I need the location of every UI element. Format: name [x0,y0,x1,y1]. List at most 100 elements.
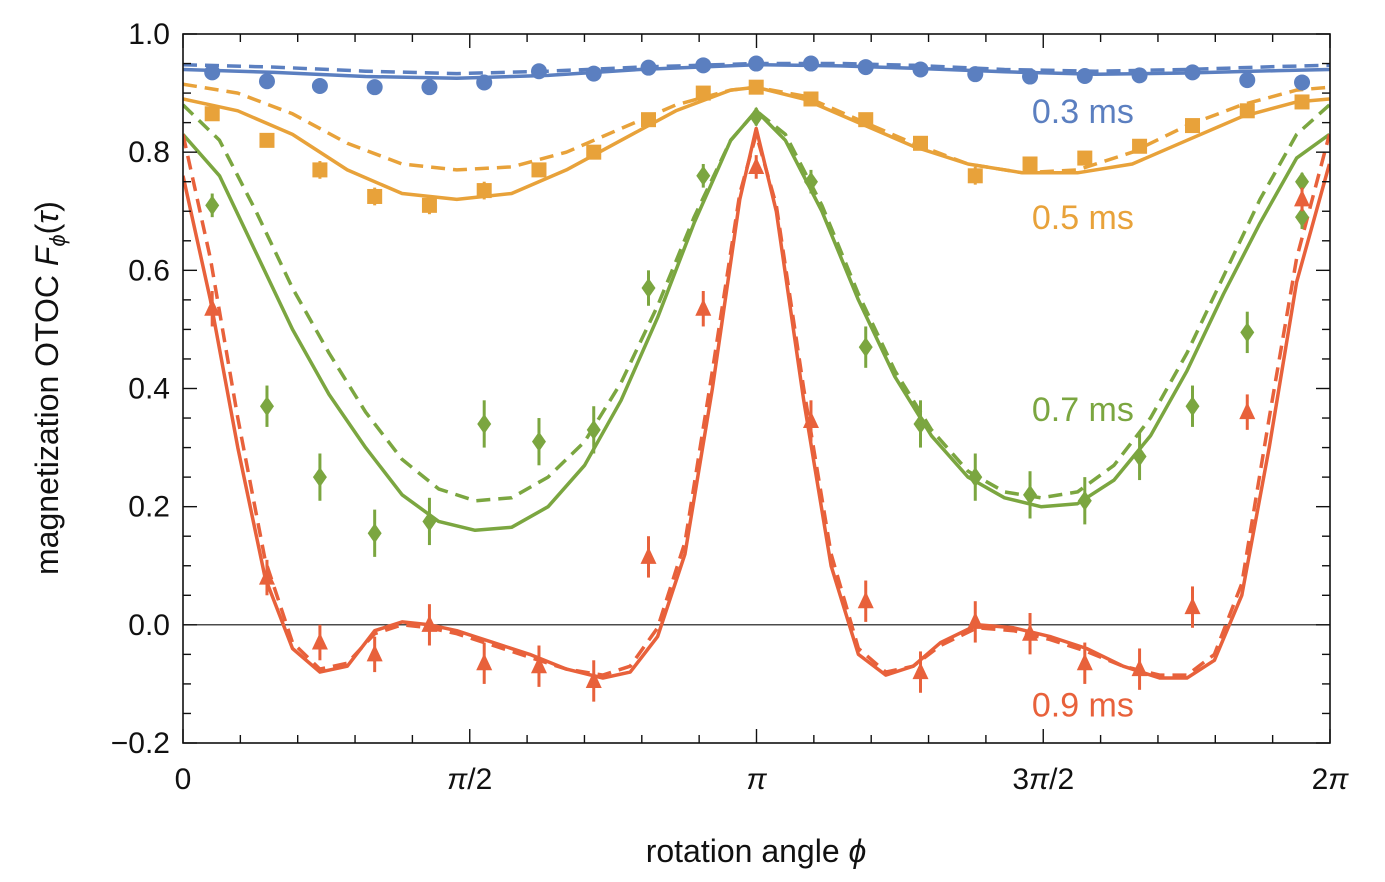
y-tick-label: 0.8 [128,136,170,169]
marker-triangle [366,644,383,662]
marker-circle [695,57,712,74]
fit-solid-0-3-ms [183,62,1330,81]
marker-diamond [531,431,546,452]
marker-square [204,106,220,122]
marker-circle [1239,72,1256,89]
series-label-0-3-ms: 0.3 ms [1032,93,1134,131]
series-points-0-5-ms [204,79,1310,215]
series-labels: 0.3 ms 0.5 ms 0.7 ms 0.9 ms [1032,93,1134,725]
marker-circle [967,66,984,83]
fit-dashed-0-9-ms [183,132,1330,677]
marker-square [858,112,874,128]
marker-diamond [1077,490,1092,511]
x-axis-title: rotation angle ϕ [646,833,867,869]
marker-diamond [968,467,983,488]
marker-circle [1184,64,1201,81]
marker-diamond [205,195,220,216]
axis-ticks [182,33,1331,744]
marker-triangle [1294,189,1311,207]
marker-diamond [1132,446,1147,467]
marker-circle [802,55,819,72]
marker-circle [366,79,383,96]
marker-diamond [477,413,492,434]
marker-square [803,91,819,107]
marker-triangle [476,653,493,671]
marker-circle [311,77,328,94]
marker-triangle [530,656,547,674]
marker-square [367,188,383,204]
y-tick-label: 0.6 [128,254,170,287]
marker-triangle [748,156,765,174]
marker-triangle [1184,597,1201,615]
marker-circle [585,65,602,82]
marker-square [641,112,657,128]
marker-triangle [1022,623,1039,641]
data-points [204,55,1311,702]
series-label-0-7-ms: 0.7 ms [1032,391,1134,429]
marker-circle [640,59,657,76]
marker-square [421,197,437,213]
marker-circle [258,73,275,90]
series-points-0-7-ms [205,106,1310,557]
y-tick-label: 0.2 [128,491,170,524]
marker-diamond [913,413,928,434]
marker-triangle [1076,653,1093,671]
marker-square [748,79,764,95]
y-tick-label: 0.4 [128,373,170,406]
marker-triangle [421,614,438,632]
marker-diamond [858,337,873,358]
marker-square [1185,118,1201,134]
marker-square [913,135,929,151]
marker-triangle [258,567,275,585]
marker-circle [476,74,493,91]
y-tick-label: 1.0 [128,18,170,51]
marker-diamond [1295,207,1310,228]
marker-triangle [311,632,328,650]
marker-square [1294,94,1310,110]
marker-diamond [1023,484,1038,505]
marker-square [1239,103,1255,119]
marker-circle [204,64,221,81]
x-tick-label: 3π/2 [1012,763,1074,796]
marker-square [1132,138,1148,154]
y-axis-title: magnetization OTOC Fϕ(τ) [29,201,70,575]
marker-square [312,162,328,178]
fit-solid-0-9-ms [183,126,1330,680]
marker-square [1022,156,1038,172]
marker-diamond [586,419,601,440]
marker-diamond [259,396,274,417]
marker-square [967,168,983,184]
marker-circle [530,63,547,80]
marker-triangle [967,611,984,629]
marker-diamond [1185,396,1200,417]
marker-diamond [312,467,327,488]
marker-diamond [641,278,656,299]
series-label-0-5-ms: 0.5 ms [1032,199,1134,237]
marker-diamond [422,511,437,532]
marker-diamond [803,171,818,192]
marker-triangle [912,662,929,680]
marker-triangle [204,298,221,316]
series-label-0-9-ms: 0.9 ms [1032,687,1134,725]
marker-square [476,183,492,199]
x-tick-label: 0 [175,763,192,796]
marker-diamond [749,106,764,127]
marker-circle [1076,67,1093,84]
marker-triangle [695,298,712,316]
marker-square [695,85,711,101]
marker-circle [421,79,438,96]
marker-square [1077,150,1093,166]
marker-circle [912,61,929,78]
marker-circle [1022,68,1039,85]
marker-square [586,144,602,160]
marker-circle [857,59,874,76]
marker-triangle [640,546,657,564]
series-points-0-3-ms [204,55,1311,96]
marker-triangle [857,591,874,609]
marker-square [531,162,547,178]
marker-circle [1131,67,1148,84]
marker-circle [748,55,765,72]
marker-triangle [1239,402,1256,420]
marker-triangle [585,670,602,688]
